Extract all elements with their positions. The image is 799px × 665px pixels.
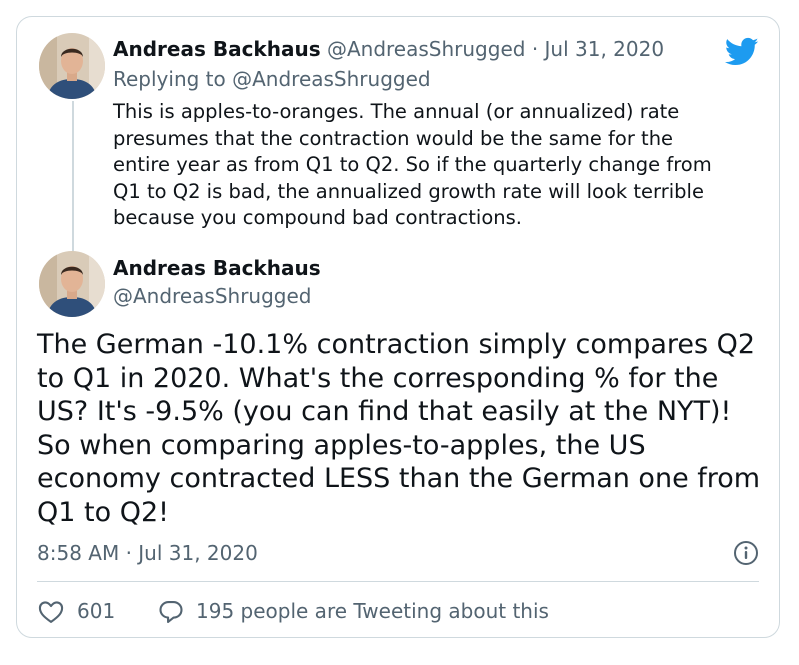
parent-author-name[interactable]: Andreas Backhaus xyxy=(113,37,321,61)
main-author-avatar[interactable] xyxy=(39,251,105,317)
parent-author-handle[interactable]: @AndreasShrugged xyxy=(326,37,526,61)
thread-connector-line xyxy=(72,101,74,257)
replying-to-label[interactable]: Replying to @AndreasShrugged xyxy=(113,67,431,91)
footer-divider xyxy=(37,581,759,582)
parent-tweet-date[interactable]: Jul 31, 2020 xyxy=(544,37,665,61)
heart-icon[interactable] xyxy=(37,598,65,626)
speech-bubble-icon[interactable] xyxy=(157,598,185,626)
parent-tweet-header: Andreas Backhaus @AndreasShrugged · Jul … xyxy=(113,35,664,63)
parent-tweet-text: This is apples-to-oranges. The annual (o… xyxy=(113,100,712,229)
parent-author-avatar[interactable] xyxy=(39,33,105,99)
tweet-timestamp[interactable]: 8:58 AM · Jul 31, 2020 xyxy=(37,541,258,565)
main-tweet-text: The German -10.1% contraction simply com… xyxy=(37,329,761,528)
tweet-embed-card: Andreas Backhaus @AndreasShrugged · Jul … xyxy=(16,16,780,638)
header-separator: · xyxy=(531,37,539,61)
twitter-bird-icon[interactable] xyxy=(724,37,759,67)
like-count[interactable]: 601 xyxy=(77,599,116,623)
info-icon[interactable] xyxy=(733,540,759,566)
main-author-handle[interactable]: @AndreasShrugged xyxy=(113,284,312,308)
tweeting-about-this-link[interactable]: 195 people are Tweeting about this xyxy=(196,599,549,623)
main-author-name[interactable]: Andreas Backhaus xyxy=(113,256,321,280)
